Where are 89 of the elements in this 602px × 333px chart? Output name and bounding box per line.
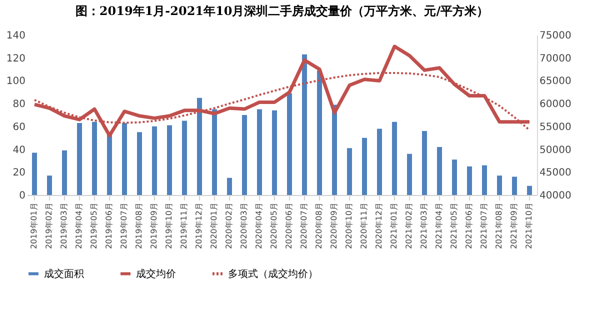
bar: [422, 131, 427, 195]
x-tick-label: 2020年06月: [284, 202, 294, 250]
bar: [287, 93, 292, 195]
x-tick-label: 2021年10月: [524, 202, 534, 250]
legend-label: 多项式（成交均价）: [228, 268, 318, 280]
y2-tick-label: 60000: [540, 99, 572, 110]
bar: [227, 178, 232, 195]
y2-tick-label: 45000: [540, 168, 572, 179]
bar: [47, 176, 52, 195]
x-tick-label: 2019年05月: [90, 202, 98, 250]
legend-label: 成交均价: [136, 268, 176, 280]
bar: [137, 132, 142, 195]
bar: [467, 166, 472, 195]
bar: [317, 70, 322, 195]
x-tick-label: 2021年04月: [434, 202, 444, 250]
x-tick-label: 2020年04月: [254, 202, 264, 250]
bar: [242, 115, 247, 195]
x-tick-label: 2019年06月: [104, 202, 114, 250]
x-tick-label: 2019年03月: [60, 202, 68, 250]
y-tick-label: 0: [19, 190, 26, 202]
x-tick-label: 2019年09月: [150, 202, 158, 250]
bar: [512, 176, 517, 195]
x-tick-label: 2021年07月: [480, 202, 488, 250]
bar: [167, 125, 172, 195]
bar: [407, 154, 412, 195]
bar: [212, 109, 217, 195]
x-tick-label: 2021年05月: [450, 202, 458, 250]
bar: [437, 147, 442, 195]
x-tick-label: 2019年07月: [120, 202, 128, 250]
y2-tick-label: 55000: [540, 122, 572, 133]
y2-tick-label: 75000: [540, 30, 572, 42]
x-tick-label: 2020年09月: [330, 202, 338, 250]
x-tick-label: 2019年01月: [30, 202, 38, 250]
y2-tick-label: 70000: [540, 53, 572, 64]
y2-tick-label: 50000: [540, 144, 572, 156]
x-tick-label: 2019年02月: [44, 202, 54, 250]
bar: [92, 122, 97, 195]
x-tick-label: 2020年02月: [224, 202, 234, 250]
x-tick-label: 2020年07月: [300, 202, 308, 250]
bar: [182, 120, 187, 195]
x-tick-label: 2021年06月: [464, 202, 474, 250]
y-tick-label: 20: [12, 168, 26, 179]
bar: [302, 54, 307, 195]
y-tick-label: 120: [6, 53, 26, 64]
x-tick-label: 2019年12月: [194, 202, 204, 250]
y-tick-label: 100: [6, 76, 26, 88]
bar: [272, 110, 277, 195]
y2-tick-label: 40000: [540, 190, 572, 202]
bar: [347, 148, 352, 195]
x-tick-label: 2020年08月: [314, 202, 324, 250]
bar: [452, 160, 457, 195]
x-tick-label: 2020年05月: [270, 202, 278, 250]
x-tick-label: 2020年01月: [210, 202, 218, 250]
x-tick-label: 2021年02月: [404, 202, 414, 250]
x-tick-label: 2020年12月: [374, 202, 384, 250]
y2-tick-label: 65000: [540, 76, 572, 88]
bar: [377, 128, 382, 195]
bar: [197, 98, 202, 195]
bar: [257, 109, 262, 195]
chart-title: 图：2019年1月-2021年10月深圳二手房成交量价（万平方米、元/平方米）: [75, 4, 489, 18]
bar: [392, 122, 397, 195]
line-series: [32, 44, 532, 138]
x-tick-label: 2019年08月: [134, 202, 144, 250]
bar: [107, 134, 112, 195]
bar: [332, 104, 337, 195]
y-tick-label: 40: [12, 144, 26, 156]
x-tick-label: 2020年03月: [240, 202, 248, 250]
bar: [152, 126, 157, 195]
bar: [527, 186, 532, 195]
x-tick-label: 2021年01月: [390, 202, 398, 250]
x-tick-label: 2021年09月: [510, 202, 518, 250]
x-tick-label: 2020年11月: [360, 202, 368, 250]
bar: [497, 176, 502, 195]
y-tick-label: 80: [12, 99, 26, 110]
x-tick-label: 2019年10月: [164, 202, 174, 250]
bar: [482, 165, 487, 195]
bar: [62, 150, 67, 195]
x-tick-label: 2019年04月: [74, 202, 84, 250]
bar: [32, 152, 37, 195]
x-tick-label: 2021年08月: [494, 202, 504, 250]
x-tick-label: 2021年03月: [420, 202, 428, 250]
bar: [77, 123, 82, 195]
bar: [122, 123, 127, 195]
legend-label: 成交面积: [44, 268, 84, 280]
y-tick-label: 60: [12, 122, 26, 133]
x-tick-label: 2019年11月: [180, 202, 188, 250]
bar: [362, 138, 367, 195]
x-tick-label: 2020年10月: [344, 202, 354, 250]
y-tick-label: 140: [6, 30, 26, 42]
